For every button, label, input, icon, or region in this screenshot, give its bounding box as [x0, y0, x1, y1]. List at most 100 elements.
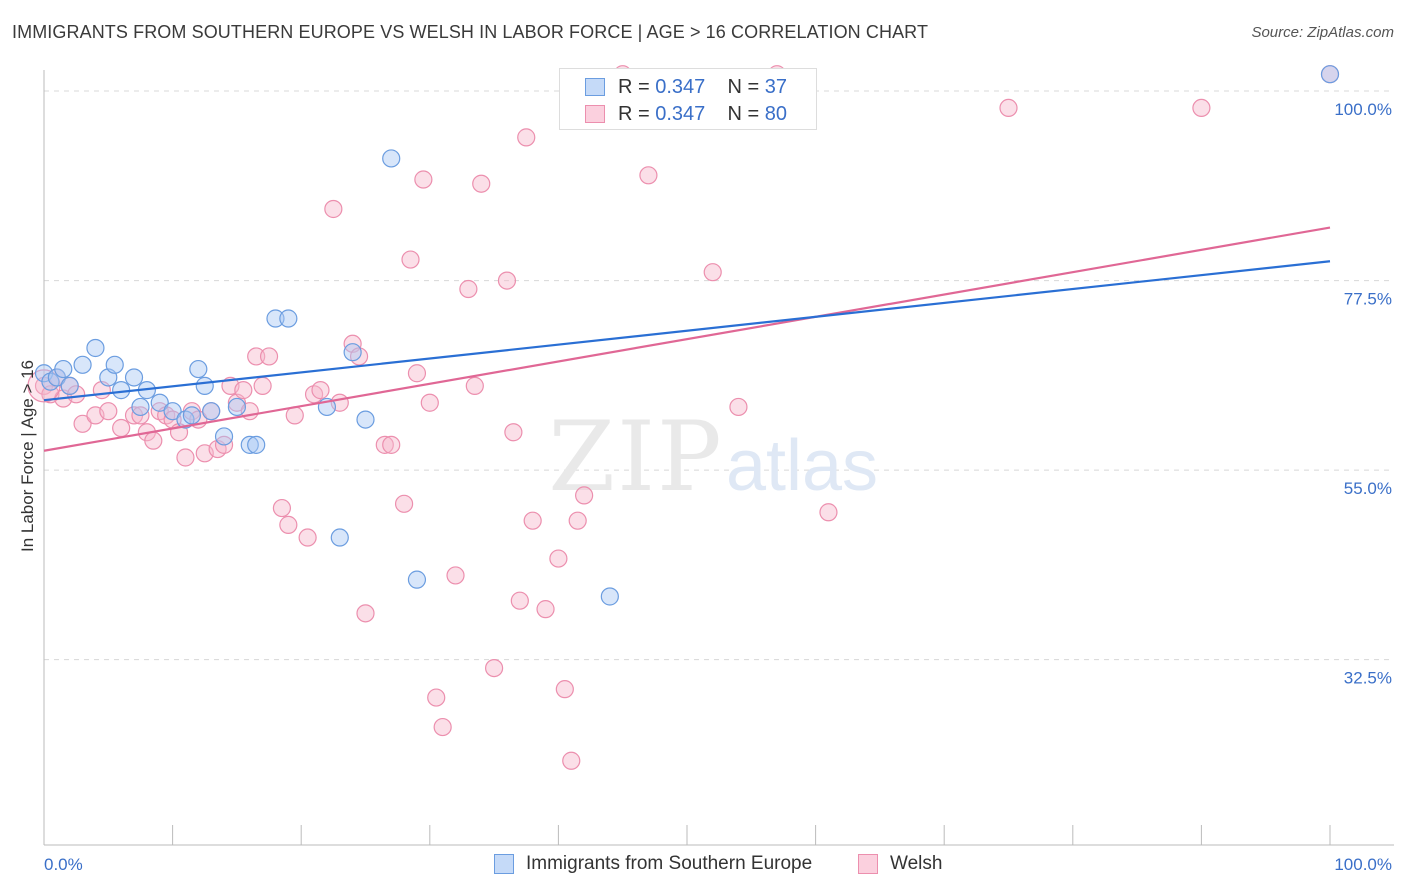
- welsh-point: [324, 199, 343, 219]
- southern-europe-point: [600, 587, 619, 606]
- legend-item-welsh[interactable]: Welsh: [858, 851, 942, 877]
- blue-swatch: [494, 854, 514, 874]
- welsh-point: [510, 591, 529, 610]
- southern-europe-point: [195, 376, 214, 395]
- r-label: R =: [618, 75, 656, 98]
- southern-europe-point: [202, 402, 221, 421]
- trend-lines: [43, 226, 1331, 452]
- southern-europe-trend-line: [43, 260, 1331, 402]
- welsh-point: [465, 376, 484, 395]
- southern-europe-point: [112, 381, 131, 400]
- welsh-point: [407, 364, 427, 383]
- welsh-trend-line: [43, 226, 1331, 452]
- stats-legend: R = 0.347 N = 37 R = 0.347 N = 80: [559, 68, 817, 130]
- welsh-point: [549, 549, 568, 568]
- welsh-point: [459, 279, 478, 299]
- welsh-point: [703, 263, 722, 282]
- welsh-point: [73, 414, 92, 433]
- welsh-point: [446, 566, 465, 585]
- y-tick-label: 77.5%: [1344, 290, 1392, 309]
- welsh-point: [253, 376, 272, 395]
- southern-europe-point: [86, 338, 105, 358]
- watermark-zip: ZIP: [548, 401, 723, 513]
- welsh-point: [382, 435, 401, 454]
- axes: [43, 70, 1394, 846]
- welsh-point: [420, 393, 439, 412]
- stats-row-blue: R = 0.347 N = 37: [585, 75, 787, 99]
- pink-swatch: [585, 105, 605, 123]
- southern-europe-point: [131, 397, 150, 417]
- welsh-point: [285, 406, 304, 425]
- southern-europe-point: [163, 402, 182, 421]
- welsh-point: [433, 717, 452, 737]
- welsh-point: [311, 381, 330, 400]
- welsh-point: [427, 688, 446, 707]
- welsh-point: [375, 435, 394, 454]
- southern-europe-point: [105, 355, 124, 374]
- southern-europe-point: [214, 427, 234, 446]
- southern-europe-point: [279, 309, 298, 328]
- y-tick-label: 55.0%: [1344, 479, 1392, 498]
- welsh-point: [1192, 98, 1211, 118]
- x-tick-label-max: 100.0%: [1334, 855, 1392, 874]
- welsh-point: [356, 604, 375, 623]
- welsh-point: [394, 494, 414, 513]
- welsh-point: [472, 174, 491, 193]
- welsh-point: [517, 128, 536, 147]
- southern-europe-point: [343, 343, 362, 362]
- legend-label: Welsh: [890, 853, 943, 874]
- x-tick-label-min: 0.0%: [44, 855, 83, 874]
- welsh-point: [176, 448, 195, 467]
- southern-europe-point: [266, 309, 285, 328]
- welsh-point: [639, 166, 658, 185]
- welsh-point: [575, 486, 594, 505]
- welsh-point: [568, 511, 587, 530]
- welsh-point: [504, 423, 523, 442]
- source-label: Source: ZipAtlas.com: [1251, 24, 1394, 41]
- welsh-point: [414, 170, 433, 189]
- southern-europe-point: [407, 570, 427, 589]
- n-label: N =: [727, 102, 765, 125]
- welsh-point: [497, 271, 517, 290]
- y-tick-label: 100.0%: [1334, 100, 1392, 119]
- southern-europe-point: [182, 406, 201, 425]
- pink-swatch: [858, 854, 878, 874]
- welsh-point: [819, 503, 838, 522]
- blue-swatch: [585, 78, 605, 96]
- r-value: 0.347: [655, 102, 706, 125]
- welsh-point: [485, 658, 504, 678]
- southern-europe-point: [227, 397, 246, 417]
- southern-europe-point: [247, 435, 266, 454]
- n-label: N =: [727, 75, 765, 98]
- southern-europe-point: [60, 376, 79, 395]
- welsh-point: [298, 528, 317, 547]
- n-value: 80: [764, 102, 788, 125]
- r-value: 0.347: [655, 75, 706, 98]
- southern-europe-point: [382, 149, 401, 168]
- southern-europe-points: [34, 65, 1340, 606]
- legend-item-southern-europe[interactable]: Immigrants from Southern Europe: [494, 851, 812, 877]
- southern-europe-point: [54, 359, 73, 379]
- southern-europe-point: [330, 528, 349, 547]
- axis-labels: 32.5% 55.0% 77.5% 100.0% 0.0% 100.0%: [44, 100, 1392, 874]
- grid-lines: [44, 90, 1394, 661]
- chart-title: IMMIGRANTS FROM SOUTHERN EUROPE VS WELSH…: [12, 22, 929, 42]
- legend-label: Immigrants from Southern Europe: [526, 853, 813, 874]
- welsh-point: [555, 680, 574, 699]
- southern-europe-point: [124, 368, 144, 387]
- southern-europe-point: [73, 355, 92, 374]
- welsh-point: [536, 600, 555, 619]
- southern-europe-point: [240, 435, 259, 454]
- y-axis-label: In Labor Force | Age > 16: [18, 360, 37, 552]
- welsh-point: [999, 98, 1018, 118]
- welsh-point: [99, 402, 118, 421]
- welsh-point: [144, 431, 163, 450]
- r-label: R =: [618, 102, 656, 125]
- southern-europe-point: [356, 410, 375, 429]
- welsh-point: [247, 347, 266, 366]
- southern-europe-point: [1320, 65, 1340, 84]
- welsh-point: [112, 418, 131, 438]
- welsh-point: [279, 515, 298, 534]
- welsh-point: [259, 347, 279, 366]
